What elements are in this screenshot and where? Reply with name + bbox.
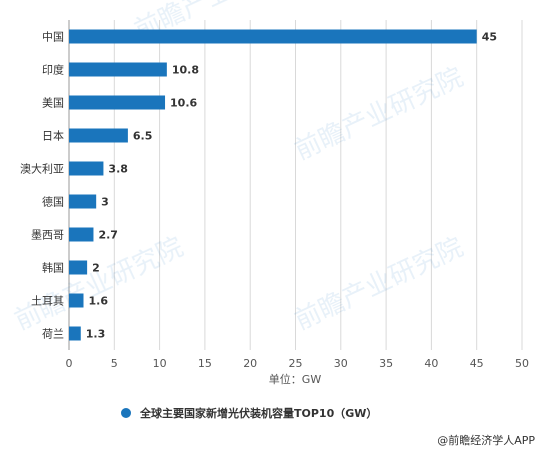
- category-label: 荷兰: [42, 328, 64, 341]
- x-tick-label: 20: [243, 357, 257, 370]
- category-label: 德国: [42, 195, 64, 209]
- value-label: 10.6: [170, 97, 197, 110]
- x-tick-label: 5: [111, 357, 118, 370]
- category-label: 美国: [42, 97, 64, 110]
- category-label: 韩国: [42, 261, 64, 275]
- value-label: 1.3: [86, 328, 106, 341]
- x-tick-label: 30: [334, 357, 348, 370]
- x-tick-label: 40: [424, 357, 438, 370]
- bar: [69, 29, 477, 44]
- x-tick-label: 10: [153, 357, 167, 370]
- bar: [69, 260, 88, 275]
- value-label: 2.7: [98, 229, 118, 242]
- svg-text:前瞻产业研究院: 前瞻产业研究院: [290, 232, 468, 336]
- x-axis-label: 单位：GW: [269, 372, 322, 386]
- source-credit: @前瞻经济学人APP: [437, 434, 535, 447]
- value-label: 2: [92, 262, 100, 275]
- legend-label: 全球主要国家新增光伏装机容量TOP10（GW）: [139, 406, 377, 420]
- x-tick-label: 45: [470, 357, 484, 370]
- x-tick-label: 25: [289, 357, 303, 370]
- svg-text:前瞻产业研究院: 前瞻产业研究院: [290, 62, 468, 166]
- bar: [69, 95, 166, 110]
- value-label: 10.8: [172, 64, 199, 77]
- svg-text:前瞻产业研究院: 前瞻产业研究院: [10, 232, 188, 336]
- category-label: 中国: [42, 31, 64, 44]
- bar: [69, 293, 84, 308]
- bar: [69, 62, 167, 77]
- legend-marker: [121, 408, 131, 418]
- category-label: 土耳其: [31, 295, 64, 308]
- value-label: 6.5: [133, 130, 153, 143]
- bar: [69, 161, 104, 176]
- x-tick-label: 0: [66, 357, 73, 370]
- x-tick-label: 15: [198, 357, 212, 370]
- bar: [69, 194, 97, 209]
- category-label: 印度: [42, 63, 64, 77]
- bar: [69, 227, 94, 242]
- category-label: 墨西哥: [31, 229, 64, 242]
- value-label: 3.8: [108, 163, 128, 176]
- x-tick-label: 35: [379, 357, 393, 370]
- category-label: 澳大利亚: [20, 162, 64, 176]
- bar: [69, 128, 128, 143]
- x-tick-label: 50: [515, 357, 529, 370]
- bar: [69, 326, 81, 341]
- value-label: 45: [482, 31, 497, 44]
- value-label: 3: [101, 196, 109, 209]
- value-label: 1.6: [88, 295, 108, 308]
- legend: 全球主要国家新增光伏装机容量TOP10（GW）: [121, 406, 377, 420]
- category-label: 日本: [42, 129, 64, 143]
